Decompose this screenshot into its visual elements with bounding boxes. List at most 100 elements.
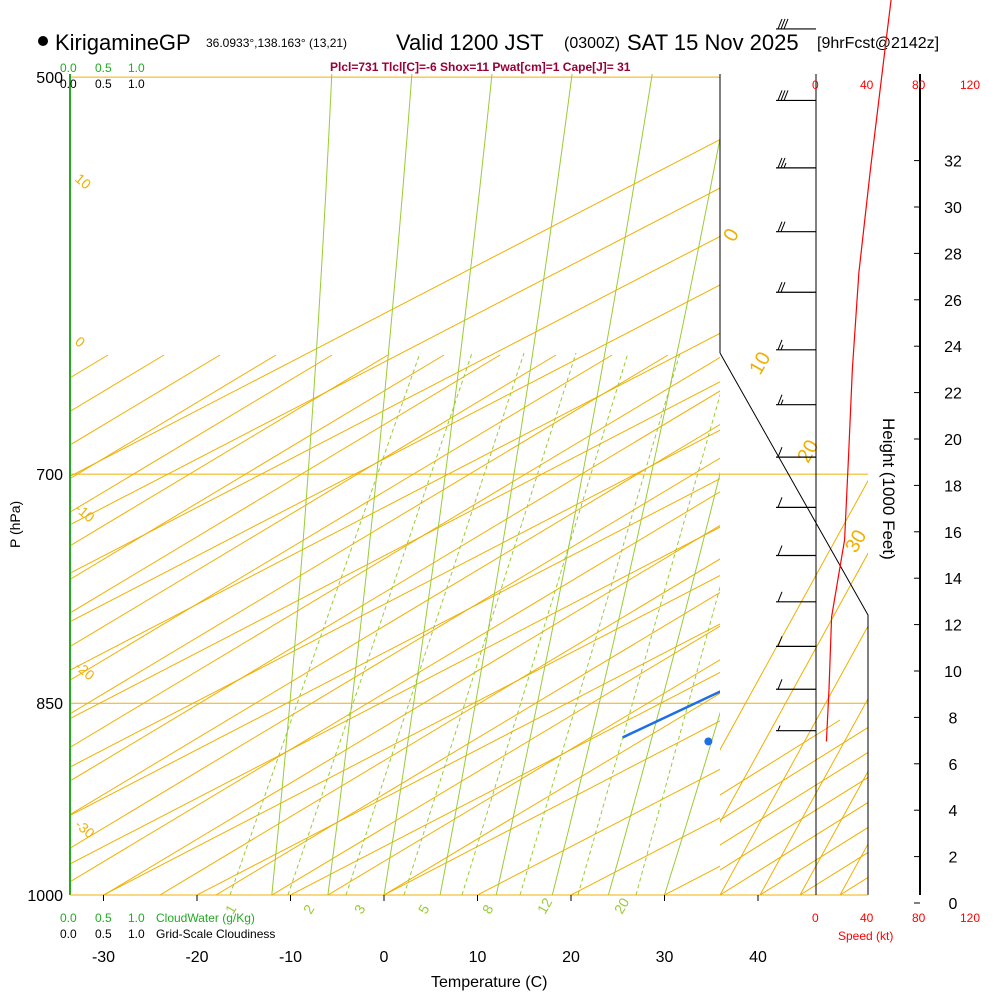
height-tick-label: 10 xyxy=(944,664,962,681)
isotherm-label: 0 xyxy=(72,333,88,350)
isotherm-label: 10 xyxy=(72,170,94,192)
wind-barb-full xyxy=(783,90,789,101)
wind-barb xyxy=(776,497,816,508)
dry-adiabat-line xyxy=(70,354,277,480)
temperature-tick-label: -10 xyxy=(279,949,302,966)
wind-barb xyxy=(776,221,816,233)
profile-lines xyxy=(622,0,1000,746)
right-adiabat-line xyxy=(880,720,1000,895)
isotherm-line xyxy=(103,575,720,895)
isotherm-label: 20 xyxy=(793,436,823,466)
height-axis-title: Height (1000 Feet) xyxy=(879,418,898,560)
isotherm-line xyxy=(70,478,720,817)
mixing-ratio-line xyxy=(403,352,577,895)
temperature-line xyxy=(807,0,1000,741)
height-tick-label: 16 xyxy=(944,525,962,542)
speed-bottom-80: 80 xyxy=(912,911,926,925)
right-adiabat-line xyxy=(720,776,868,871)
right-adiabat-line xyxy=(720,719,841,796)
cloud-water-top-1: 1.0 xyxy=(128,61,145,75)
wind-barb-full xyxy=(780,157,786,169)
isotherm-line xyxy=(477,768,720,895)
wind-barb xyxy=(776,157,816,169)
mixing-ratio-label: 8 xyxy=(479,902,497,917)
pressure-tick-label: 700 xyxy=(36,467,63,484)
right-isotherm-line xyxy=(720,625,868,895)
isotherm-line xyxy=(70,526,720,865)
wind-barb-full xyxy=(783,18,789,30)
cloudiness-label: Grid-Scale Cloudiness xyxy=(156,927,275,941)
height-tick-label: 26 xyxy=(944,293,962,310)
speed-top-120: 120 xyxy=(960,78,980,92)
dry-adiabat-line xyxy=(70,354,333,513)
cloud-water-top-05: 0.5 xyxy=(95,61,112,75)
dry-adiabat-line xyxy=(70,491,720,883)
wind-barb xyxy=(776,394,816,406)
temperature-tick-label: 10 xyxy=(469,949,487,966)
moist-adiabat-line xyxy=(607,471,720,895)
wind-barb xyxy=(776,446,816,458)
dry-adiabat-line xyxy=(159,558,720,895)
dry-adiabat-line xyxy=(383,692,720,895)
right-adiabat-line xyxy=(960,720,1000,895)
speed-axis-label: Speed (kt) xyxy=(838,929,893,943)
mixing-ratio-line xyxy=(519,352,681,895)
x-axis-title: Temperature (C) xyxy=(431,974,547,991)
mixing-ratio-label: 5 xyxy=(415,902,433,917)
mixing-ratio-label: 20 xyxy=(611,895,633,917)
moist-adiabat-line xyxy=(664,711,720,895)
dry-adiabat-line xyxy=(70,424,720,816)
temperature-tick-label: 30 xyxy=(656,949,674,966)
right-adiabat-line xyxy=(720,801,868,895)
isotherm-line xyxy=(383,720,720,895)
height-tick-label: 32 xyxy=(944,154,962,171)
isotherm-label: -20 xyxy=(72,658,98,683)
mixing-ratio-line xyxy=(461,352,629,895)
wind-barb-full xyxy=(777,221,783,232)
moist-adiabat-line xyxy=(721,74,973,895)
wind-barb xyxy=(776,339,816,351)
isotherm-label: 10 xyxy=(745,348,775,378)
right-adiabat-line xyxy=(799,851,868,895)
height-tick-label: 24 xyxy=(944,339,962,356)
right-adiabat-line xyxy=(720,751,868,846)
wind-speed-line xyxy=(825,0,892,742)
wind-barb-full xyxy=(780,18,786,30)
temperature-tick-label: 0 xyxy=(380,949,389,966)
axis-ticks: 2503004005007008501000-30-20-10010203040… xyxy=(27,70,962,966)
isotherm-label: -30 xyxy=(72,816,98,841)
temperature-tick-label: -30 xyxy=(92,949,115,966)
wind-barb-full xyxy=(777,339,783,350)
valid-utc: (0300Z) xyxy=(564,35,620,52)
isotherm-line xyxy=(852,0,1000,895)
wind-barb xyxy=(776,591,816,603)
right-isotherm-line xyxy=(960,350,1000,895)
dry-adiabat-line xyxy=(70,354,669,715)
sounding-indices: Plcl=731 Tlcl[C]=-6 Shox=11 Pwat[cm]=1 C… xyxy=(330,60,631,74)
isotherm-label: 30 xyxy=(841,526,871,556)
wind-barb-full xyxy=(780,221,786,232)
dry-adiabat-line xyxy=(70,354,165,412)
isotherm-label: 0 xyxy=(719,225,744,246)
wind-panel-outline xyxy=(719,352,869,895)
dry-adiabat-line xyxy=(70,354,389,547)
mixing-ratio-line xyxy=(635,585,720,895)
cloudiness-bottom-05: 0.5 xyxy=(95,927,112,941)
wind-barb xyxy=(776,545,816,557)
height-tick-label: 0 xyxy=(949,896,958,913)
dry-adiabat-line xyxy=(215,592,720,895)
wind-barb-half xyxy=(783,162,787,169)
station-coords: 36.0933°,138.163° (13,21) xyxy=(206,36,347,50)
valid-time: Valid 1200 JST xyxy=(396,30,544,55)
station-marker-icon xyxy=(38,36,48,46)
moist-adiabat-line xyxy=(327,74,413,895)
wind-barb-half xyxy=(777,725,781,731)
right-adiabat-line xyxy=(920,720,1000,895)
wind-barb-full xyxy=(777,446,783,458)
wind-barb xyxy=(776,282,816,293)
right-isotherm-line xyxy=(759,697,868,895)
dry-adiabat-line xyxy=(0,355,52,895)
cloudiness-top-1: 1.0 xyxy=(128,77,145,91)
mixing-ratio-line xyxy=(345,352,525,895)
